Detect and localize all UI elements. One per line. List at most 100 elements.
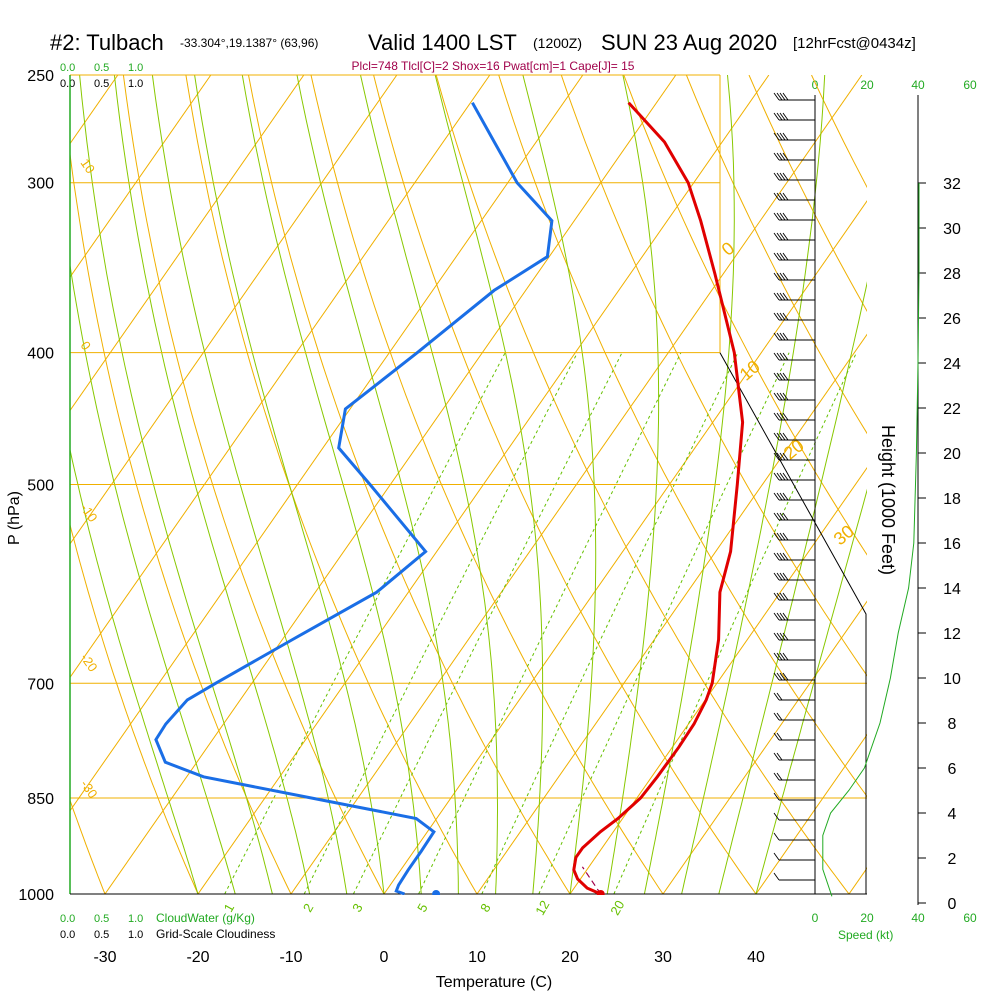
wind-barb-25-feather-1: [776, 592, 783, 601]
wind-barb-9-feather-0: [773, 272, 780, 281]
wind-barb-17-feather-0: [773, 432, 780, 441]
wind-barb-2-feather-0: [773, 132, 780, 141]
bottom-cloudwater-tick-1: 0.5: [94, 913, 109, 925]
wind-barb-16-feather-2: [779, 412, 786, 421]
dry-adiabat-50: [435, 75, 850, 895]
moist-adiabat-40: [755, 488, 867, 895]
moist-adiabat-12: [360, 75, 498, 895]
wind-barb-2-feather-3: [782, 132, 789, 141]
bottom-cloud-scales: 0.0 0.5 1.0 CloudWater (g/Kg) 0.0 0.5 1.…: [60, 911, 275, 941]
speed-profile: [822, 183, 920, 897]
wind-barb-30-feather-0: [773, 692, 780, 701]
wind-barb-6-feather-3: [782, 212, 789, 221]
wind-barb-37-feather-0: [773, 832, 780, 841]
wind-barb-17-feather-2: [779, 432, 786, 441]
wind-barb-18-feather-3: [782, 452, 789, 461]
height-axis-title: Height (1000 Feet): [878, 425, 898, 575]
wind-barb-1-feather-0: [773, 112, 780, 121]
wind-barb-15-feather-0: [773, 392, 780, 401]
p-tick-700: 700: [27, 676, 54, 693]
moist-adiabat--20: [70, 447, 199, 895]
wind-barb-8-feather-1: [776, 252, 783, 261]
wind-barb-22-feather-2: [779, 532, 786, 541]
wind-barb-12-feather-0: [773, 332, 780, 341]
moist-adiabat--12: [79, 75, 273, 895]
wind-barb-26-feather-2: [779, 612, 786, 621]
wind-barb-10-feather-3: [782, 292, 789, 301]
wind-barb-23-feather-1: [776, 552, 783, 561]
cloudiness-label: Grid-Scale Cloudiness: [156, 927, 275, 941]
wind-barb-4-feather-0: [773, 172, 780, 181]
bottom-cloudwater-tick-2: 1.0: [128, 913, 143, 925]
dry-adiabat-70: [560, 75, 867, 677]
wind-barb-28-feather-2: [779, 652, 786, 661]
t-tick-0: 0: [380, 949, 389, 966]
wind-barb-9-feather-2: [779, 272, 786, 281]
speed-profile-line: [822, 183, 920, 897]
station-coords: -33.304°,19.1387° (63,96): [180, 36, 318, 50]
mixing-ratio-label-20: 20: [607, 898, 627, 918]
wind-barb-28-feather-3: [782, 652, 789, 661]
isotherm--70: [70, 75, 305, 412]
height-tick-2: 2: [948, 851, 957, 868]
wind-barb-21-feather-3: [782, 512, 789, 521]
height-tick-10: 10: [943, 671, 961, 688]
wind-barb-2-feather-1: [776, 132, 783, 141]
height-tick-0: 0: [948, 896, 957, 913]
wind-barb-1-feather-2: [779, 112, 786, 121]
height-tick-12: 12: [943, 626, 961, 643]
wind-barb-0-feather-2: [779, 92, 786, 101]
height-tick-20: 20: [943, 446, 961, 463]
moist-adiabat--16: [70, 262, 236, 895]
wind-barb-16-feather-0: [773, 412, 780, 421]
height-tick-32: 32: [943, 176, 961, 193]
dry-adiabat-80: [623, 75, 867, 556]
wind-barb-8-feather-3: [782, 252, 789, 261]
skew-boundary-line: [719, 352, 867, 894]
wind-barb-4-feather-2: [779, 172, 786, 181]
wind-barb-13-feather-0: [773, 352, 780, 361]
dry-adiabat-60: [498, 75, 867, 798]
wind-barb-0-feather-0: [773, 92, 780, 101]
wind-barb-14-feather-3: [782, 372, 789, 381]
wind-barb-3-feather-0: [773, 152, 780, 161]
wind-barb-7-feather-3: [782, 232, 789, 241]
wind-barb-29-feather-0: [773, 672, 780, 681]
bottom-cloudiness-tick-1: 0.5: [94, 929, 109, 941]
wind-barb-29-feather-2: [779, 672, 786, 681]
wind-barb-29-feather-1: [776, 672, 783, 681]
dry-adiabat--30: [70, 798, 106, 895]
wind-barb-25-feather-3: [782, 592, 789, 601]
wind-barb-13-feather-2: [779, 352, 786, 361]
wind-barb-29-feather-3: [782, 672, 789, 681]
dewpoint-profile: [154, 101, 554, 895]
dry-adiabat-30: [310, 75, 664, 895]
wind-barb-17-feather-1: [776, 432, 783, 441]
dry-adiabat-90: [685, 75, 867, 435]
moist-adiabat-16: [434, 75, 544, 895]
wind-barb-14-feather-1: [776, 372, 783, 381]
wind-barb-19-feather-3: [782, 472, 789, 481]
isotherm-10: [476, 333, 867, 895]
wind-barb-16-feather-1: [776, 412, 783, 421]
wind-barb-39-feather-0: [773, 872, 780, 881]
wind-barb-27-feather-0: [773, 632, 780, 641]
wind-barb-7-feather-2: [779, 232, 786, 241]
moist-adiabat-32: [681, 75, 826, 895]
utc-time: (1200Z): [533, 35, 582, 51]
wind-barb-3-feather-1: [776, 152, 783, 161]
height-tick-8: 8: [948, 716, 957, 733]
isotherm-label-10: 10: [78, 156, 99, 176]
t-tick--30: -30: [93, 949, 116, 966]
top-cloudwater-tick-0: 0.0: [60, 62, 75, 74]
wind-barb-0-feather-1: [776, 92, 783, 101]
t-tick--10: -10: [279, 949, 302, 966]
p-tick-500: 500: [27, 478, 54, 495]
wind-barb-21-feather-2: [779, 512, 786, 521]
wind-barb-32-feather-0: [773, 732, 780, 741]
p-tick-400: 400: [27, 346, 54, 363]
wind-barb-8-feather-2: [779, 252, 786, 261]
wind-barb-30-feather-1: [776, 692, 783, 701]
moist-adiabat-4: [241, 75, 422, 895]
wind-barb-11-feather-3: [782, 312, 789, 321]
